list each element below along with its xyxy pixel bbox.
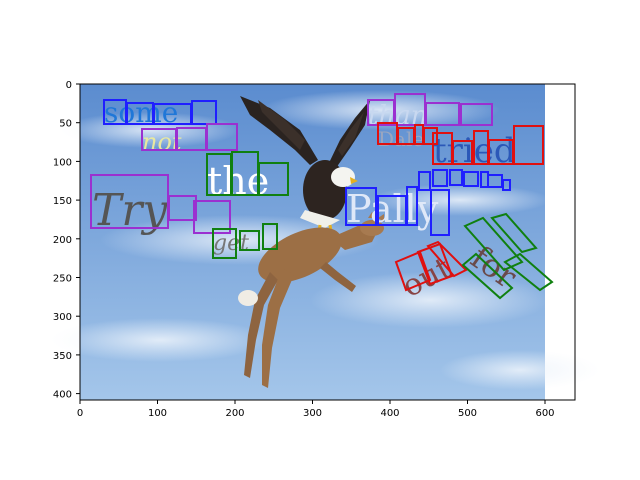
x-tick-label: 0 <box>77 408 83 419</box>
y-tick-label: 200 <box>53 235 72 246</box>
plot-area: some not the Try get than Dale tried Pal… <box>50 83 600 401</box>
y-tick-label: 50 <box>59 119 72 130</box>
y-tick-label: 350 <box>53 351 72 362</box>
clouds <box>50 90 600 390</box>
boxes-tried <box>432 125 544 165</box>
boxes-out <box>394 240 468 292</box>
y-tick-label: 400 <box>53 390 72 401</box>
eagle-illustration <box>240 96 370 239</box>
boxes-dale <box>377 122 438 145</box>
y-axis: 0 50 100 150 200 250 300 350 400 <box>53 80 80 401</box>
boxes-than <box>367 93 493 126</box>
boxes-for <box>461 212 554 300</box>
x-tick-label: 100 <box>148 408 167 419</box>
y-tick-label: 250 <box>53 274 72 285</box>
y-tick-label: 100 <box>53 157 72 168</box>
boxes-the <box>206 151 289 196</box>
y-tick-label: 0 <box>66 80 72 91</box>
word-pally: Pally <box>346 187 439 231</box>
y-tick-label: 150 <box>53 196 72 207</box>
word-get: get <box>213 231 249 256</box>
boxes-not <box>141 123 238 151</box>
word-dale: Dale <box>378 127 424 151</box>
x-tick-label: 600 <box>535 408 554 419</box>
x-tick-label: 300 <box>303 408 322 419</box>
boxes-get <box>212 223 278 259</box>
y-tick-label: 300 <box>53 312 72 323</box>
x-tick-label: 500 <box>458 408 477 419</box>
x-tick-label: 400 <box>380 408 399 419</box>
boxes-some <box>103 99 217 125</box>
x-tick-label: 200 <box>225 408 244 419</box>
axes-frame <box>79 83 576 401</box>
boxes-pally <box>345 169 511 236</box>
x-axis: 0 100 200 300 400 500 600 <box>77 400 555 419</box>
annotation-boxes <box>90 93 554 300</box>
